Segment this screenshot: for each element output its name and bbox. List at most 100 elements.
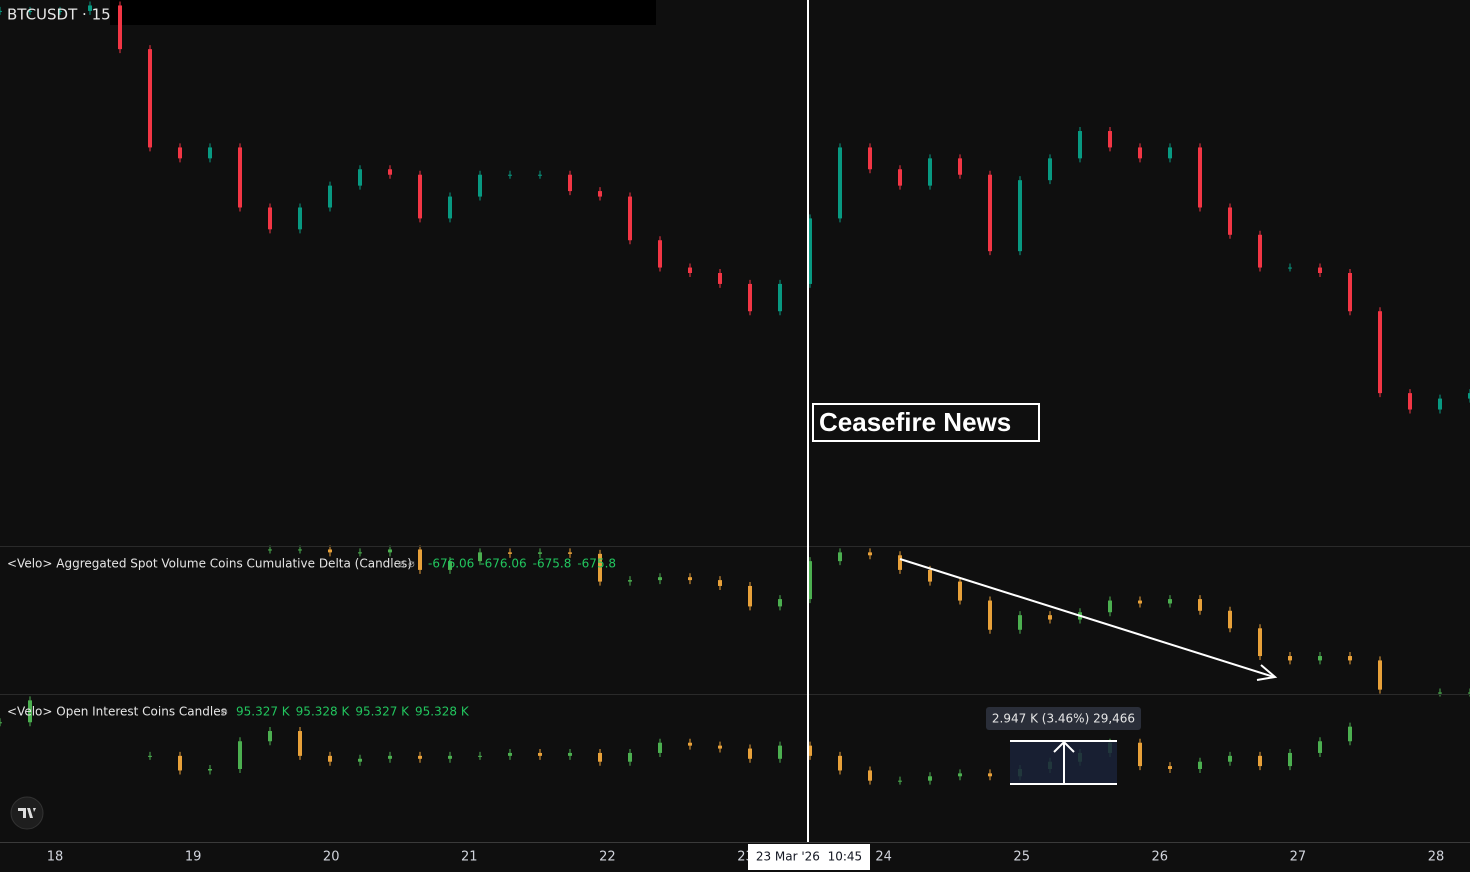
legend-value: 95.327 K: [236, 705, 291, 719]
legend-value: -675.8: [533, 557, 572, 571]
candle: [808, 218, 812, 284]
candle: [388, 169, 392, 175]
candle: [1408, 393, 1412, 410]
candle: [1258, 628, 1262, 657]
candle: [88, 5, 92, 11]
candle: [568, 752, 572, 756]
candle: [1288, 656, 1292, 661]
candle: [838, 755, 842, 771]
symbol-title[interactable]: BTCUSDT · 15: [7, 6, 111, 24]
candle: [508, 752, 512, 756]
candle: [208, 769, 212, 771]
candle: [268, 549, 272, 551]
candle: [868, 147, 872, 170]
candle: [388, 549, 392, 553]
legend-value: 95.327 K: [355, 705, 410, 719]
candle: [1198, 599, 1202, 611]
candle: [1168, 599, 1172, 604]
candle: [748, 748, 752, 759]
annotation-text[interactable]: Ceasefire News: [819, 407, 1011, 437]
candle: [568, 174, 572, 192]
candle: [208, 147, 212, 159]
candle: [1138, 600, 1142, 604]
candle: [898, 555, 902, 570]
candle: [1078, 131, 1082, 159]
candle: [448, 196, 452, 219]
candle: [868, 770, 872, 781]
candle: [328, 549, 332, 553]
legend-icon[interactable]: ⌀ ⌀: [398, 557, 415, 570]
candle: [238, 147, 242, 208]
legend-value: -676.06: [480, 557, 526, 571]
candle: [1348, 656, 1352, 661]
candle: [1048, 158, 1052, 181]
candle: [238, 741, 242, 769]
candle: [838, 552, 842, 562]
candle: [538, 552, 542, 554]
candle: [148, 755, 152, 757]
candle: [658, 240, 662, 268]
candle: [838, 147, 842, 219]
candle: [988, 174, 992, 252]
pane-title[interactable]: <Velo> Open Interest Coins Candles: [7, 705, 227, 719]
x-tick-label: 21: [461, 850, 478, 865]
candle: [538, 174, 542, 176]
candle: [1348, 726, 1352, 742]
candle: [1438, 692, 1442, 694]
pane-title[interactable]: <Velo> Aggregated Spot Volume Coins Cumu…: [7, 557, 412, 571]
candle: [928, 158, 932, 186]
candle: [658, 577, 662, 581]
legend-icon[interactable]: ⌀: [221, 705, 228, 718]
candle: [28, 10, 32, 12]
candle: [568, 552, 572, 554]
candle: [148, 49, 152, 148]
candle: [1348, 273, 1352, 312]
candle: [1108, 600, 1112, 613]
crosshair-label-box: [748, 844, 870, 870]
candle: [1378, 311, 1382, 394]
measure-label-box: [986, 707, 1141, 730]
candle: [1258, 234, 1262, 268]
candle: [688, 742, 692, 746]
trend-arrow: [899, 558, 1275, 678]
candle: [718, 273, 722, 284]
candle: [418, 755, 422, 759]
candle: [1378, 660, 1382, 690]
candle: [0, 10, 2, 12]
candle: [1228, 755, 1232, 762]
candle: [1468, 692, 1470, 694]
candle: [1108, 131, 1112, 148]
candle: [268, 731, 272, 742]
candle: [448, 755, 452, 759]
candle: [508, 552, 512, 554]
legend-values: 95.327 K 95.328 K 95.327 K 95.328 K: [236, 705, 470, 719]
candle: [778, 283, 782, 312]
candle: [1048, 615, 1052, 620]
candle: [898, 169, 902, 186]
candle: [1258, 755, 1262, 767]
candle: [448, 561, 452, 570]
x-tick-label: 20: [323, 850, 340, 865]
legend-value: 95.328 K: [296, 705, 351, 719]
candle: [28, 700, 32, 723]
candle: [1168, 147, 1172, 159]
toolbar-strip: [110, 0, 656, 25]
candle: [0, 722, 2, 724]
arrow-head: [1256, 664, 1278, 681]
candle: [628, 196, 632, 241]
x-tick-label: 19: [185, 850, 202, 865]
candle: [1468, 393, 1470, 399]
logo[interactable]: [10, 796, 44, 830]
candle: [748, 585, 752, 607]
candle: [928, 776, 932, 781]
candle: [748, 283, 752, 312]
x-tick-label: 26: [1152, 850, 1169, 865]
candle: [1018, 615, 1022, 630]
x-tick-label: 25: [1013, 850, 1030, 865]
candle: [1198, 147, 1202, 208]
series-layer: [0, 1, 1470, 785]
candle: [178, 755, 182, 771]
candle: [1138, 147, 1142, 159]
